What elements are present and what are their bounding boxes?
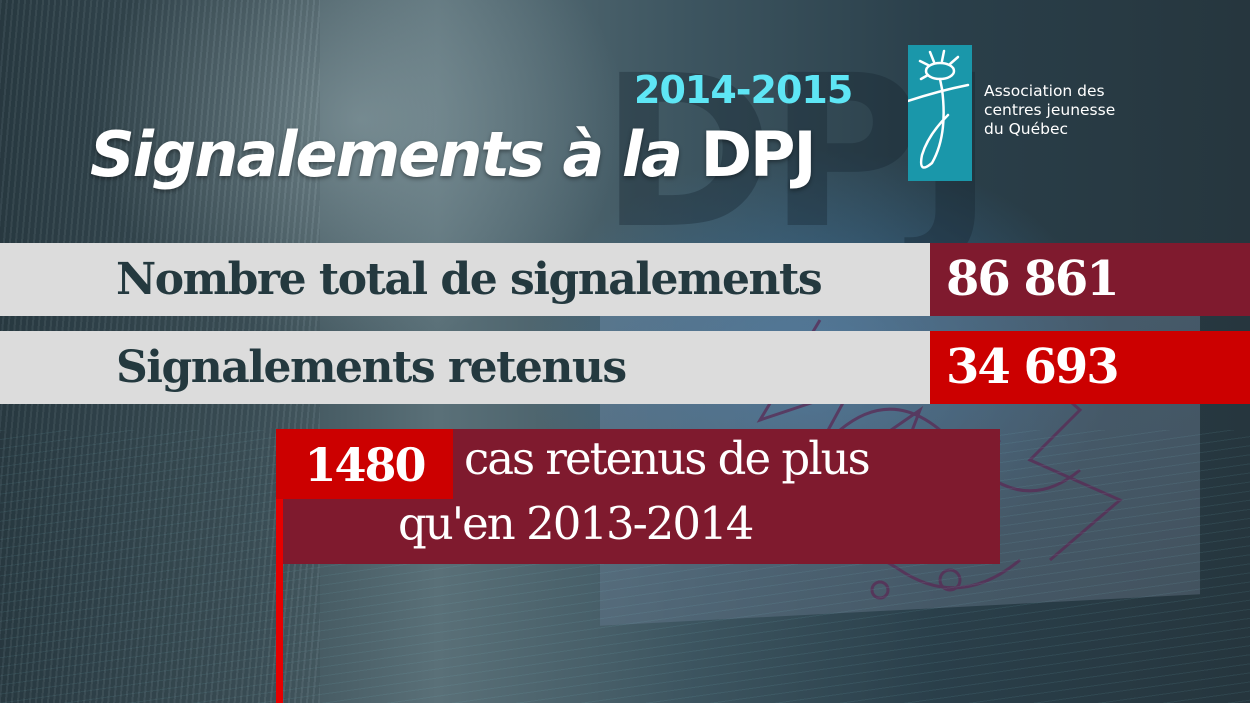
callout-text-line-1: cas retenus de plus: [464, 432, 871, 485]
stat-label-total: Nombre total de signalements: [0, 243, 930, 316]
acjq-logo: [906, 45, 972, 181]
logo-line-2: centres jeunesse: [984, 101, 1116, 119]
logo-line-3: du Québec: [984, 120, 1069, 138]
stat-value-retained: 34 693: [930, 331, 1250, 404]
callout-pointer-line: [276, 429, 283, 703]
callout-text-line-2: qu'en 2013-2014: [398, 497, 754, 550]
stat-label-retained: Signalements retenus: [0, 331, 930, 404]
child-figure-logo-icon: [906, 49, 970, 169]
callout-number: 1480: [276, 429, 453, 499]
title-dpj-text: DPJ: [700, 118, 817, 191]
title-italic-text: Signalements à la: [90, 118, 683, 191]
logo-line-1: Association des: [984, 82, 1105, 100]
page-title: Signalements à la DPJ: [90, 118, 817, 191]
stat-value-total: 86 861: [930, 243, 1250, 316]
year-label: 2014-2015: [634, 68, 853, 112]
logo-text: Association des centres jeunesse du Québ…: [984, 82, 1115, 139]
